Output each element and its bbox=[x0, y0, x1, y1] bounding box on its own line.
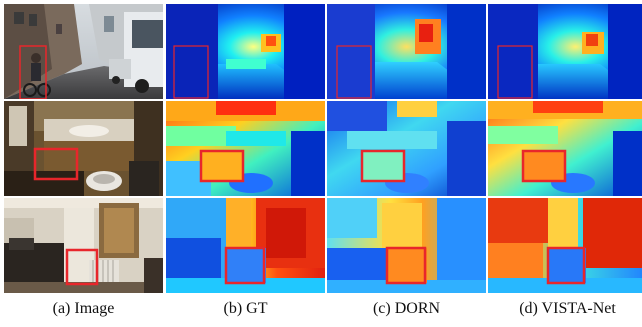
caption-dorn: (c) DORN bbox=[372, 300, 441, 317]
depth-gt-row3 bbox=[166, 198, 325, 293]
depth-gt-row2 bbox=[166, 101, 325, 196]
depth-vista-row3 bbox=[488, 198, 642, 293]
image-row3-room bbox=[4, 198, 163, 293]
caption-gt: (b) GT bbox=[223, 300, 268, 317]
depth-dorn-row3 bbox=[327, 198, 486, 293]
depth-gt-row1 bbox=[166, 4, 325, 99]
caption-vista-net: (d) VISTA-Net bbox=[519, 300, 616, 317]
image-row2-bathroom bbox=[4, 101, 163, 196]
depth-dorn-row2 bbox=[327, 101, 486, 196]
depth-vista-row1 bbox=[488, 4, 642, 99]
caption-image: (a) Image bbox=[52, 300, 115, 317]
depth-vista-row2 bbox=[488, 101, 642, 196]
image-row1-street bbox=[4, 4, 163, 99]
depth-dorn-row1 bbox=[327, 4, 486, 99]
